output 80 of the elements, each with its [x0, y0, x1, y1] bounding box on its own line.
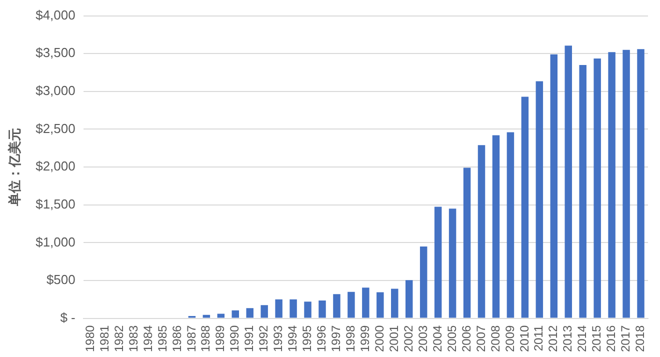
x-tick-label: 1986 [170, 324, 184, 352]
bar [318, 300, 326, 318]
bar [478, 145, 486, 318]
x-tick-label: 1996 [314, 324, 329, 352]
bar [246, 308, 254, 318]
bar [492, 135, 500, 318]
bar [622, 50, 630, 318]
x-tick-label: 2015 [590, 324, 604, 352]
x-tick-label: 2018 [633, 324, 648, 352]
y-tick-label: $3,000 [36, 83, 76, 98]
x-tick-label: 2006 [459, 324, 474, 352]
x-tick-label: 2016 [604, 324, 618, 352]
bar [463, 168, 471, 318]
bar [362, 288, 370, 318]
bar [348, 292, 355, 318]
x-tick-label: 1994 [286, 324, 300, 352]
x-tick-label: 2013 [560, 324, 575, 352]
bar [275, 299, 282, 318]
bar [594, 58, 601, 318]
bar [376, 292, 384, 318]
y-tick-label: $1,500 [36, 196, 76, 212]
bar [232, 310, 239, 318]
x-tick-label: 2005 [444, 324, 459, 352]
x-tick-label: 1988 [198, 324, 213, 352]
x-tick-label: 2010 [517, 324, 532, 352]
x-tick-label: 2007 [474, 324, 488, 352]
bar [637, 49, 644, 318]
x-tick-label: 2009 [502, 324, 517, 352]
y-tick-label: $3,500 [36, 45, 76, 60]
y-tick-label: $ - [60, 310, 76, 325]
x-tick-label: 1982 [112, 324, 126, 352]
x-tick-label: 1984 [140, 324, 155, 352]
x-tick-label: 1983 [126, 324, 140, 352]
bar [304, 302, 312, 318]
x-tick-label: 1981 [97, 324, 112, 352]
bar [550, 54, 558, 318]
x-tick-label: 2011 [532, 324, 546, 352]
x-tick-label: 1991 [242, 324, 256, 352]
bar [290, 299, 297, 318]
x-tick-label: 1999 [358, 324, 372, 352]
bar [564, 46, 572, 318]
x-tick-label: 1987 [184, 324, 198, 352]
y-tick-label: $1,000 [36, 234, 76, 250]
bar [536, 81, 544, 318]
y-tick-label: $500 [46, 272, 76, 288]
bar [506, 132, 514, 318]
x-tick-label: 2008 [488, 324, 502, 352]
x-tick-label: 2004 [430, 324, 444, 352]
x-tick-label: 1998 [344, 324, 358, 352]
y-tick-label: $2,000 [36, 158, 76, 174]
x-tick-label: 1993 [271, 324, 286, 352]
x-tick-label: 1980 [82, 324, 97, 352]
bar [202, 314, 210, 318]
bar [608, 52, 616, 318]
x-tick-label: 2014 [575, 324, 590, 352]
x-tick-label: 1985 [155, 324, 170, 352]
bar [217, 314, 225, 318]
bar [420, 246, 428, 318]
x-tick-label: 1992 [256, 324, 271, 352]
y-tick-label: $4,000 [36, 7, 76, 22]
bar [405, 280, 413, 318]
x-tick-label: 2003 [416, 324, 430, 352]
x-tick-label: 2017 [618, 324, 633, 352]
bar [434, 206, 442, 318]
bar [521, 96, 529, 318]
x-tick-label: 2012 [546, 324, 560, 352]
y-axis-title: 单位：亿美元 [7, 128, 24, 208]
bar [579, 64, 586, 318]
x-tick-label: 1997 [329, 324, 344, 352]
x-tick-label: 1995 [300, 324, 314, 352]
bar [260, 305, 268, 318]
bar [448, 208, 456, 318]
x-tick-label: 2001 [386, 324, 401, 352]
bar [333, 294, 340, 318]
y-tick-label: $2,500 [36, 120, 76, 136]
x-tick-label: 1989 [213, 324, 228, 352]
x-tick-label: 2000 [372, 324, 386, 352]
x-tick-label: 2002 [401, 324, 416, 352]
bar [391, 288, 398, 318]
x-tick-label: 1990 [228, 324, 242, 352]
